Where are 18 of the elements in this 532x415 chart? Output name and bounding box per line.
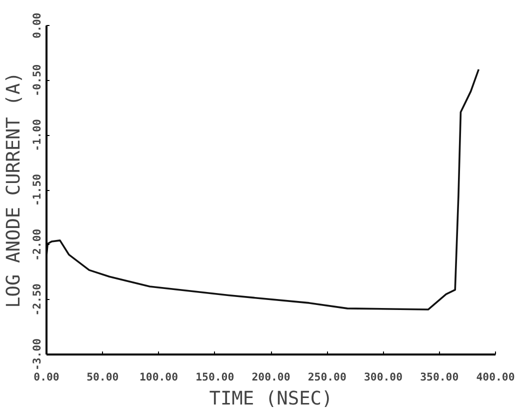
x-axis-title: TIME (NSEC) xyxy=(209,388,333,410)
x-tick-label: 150.00 xyxy=(196,370,234,384)
x-tick-label: 300.00 xyxy=(364,370,403,384)
x-tick-label: 200.00 xyxy=(252,370,290,384)
y-tick-label: -0.50 xyxy=(30,64,44,96)
y-tick-label: 0.00 xyxy=(30,12,44,38)
y-tick-label: -1.00 xyxy=(30,119,44,152)
line-series xyxy=(46,68,480,310)
x-tick-label: 350.00 xyxy=(420,370,459,384)
x-tick-label: 50.00 xyxy=(86,370,119,384)
y-tick-label: -1.50 xyxy=(30,174,44,206)
y-tick-label: -2.00 xyxy=(30,228,44,261)
y-tick-label: -2.50 xyxy=(30,284,44,316)
x-tick-label: 400.00 xyxy=(476,370,515,384)
y-axis-title: LOG ANODE CURRENT (A) xyxy=(4,72,24,308)
x-tick-label: 100.00 xyxy=(140,370,178,384)
x-tick-label: 250.00 xyxy=(308,370,346,384)
y-tick-label: -3.00 xyxy=(30,338,44,371)
